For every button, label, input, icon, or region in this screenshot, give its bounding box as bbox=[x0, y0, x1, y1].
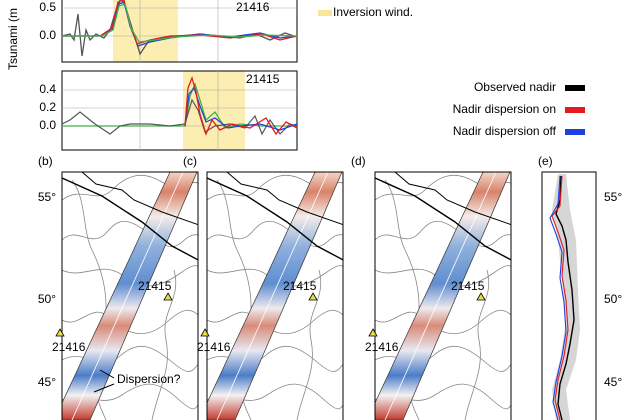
panel-label: (d) bbox=[351, 154, 366, 168]
trench bbox=[207, 177, 343, 261]
y-tick-label: 0.0 bbox=[39, 28, 56, 42]
lat-tick-label: 45° bbox=[38, 375, 56, 389]
station-marker bbox=[200, 328, 210, 337]
profile-panel bbox=[541, 171, 597, 420]
lower-panel bbox=[61, 70, 298, 151]
contour bbox=[375, 265, 511, 287]
contour bbox=[151, 269, 177, 420]
station-marker bbox=[368, 328, 378, 337]
inversion-legend: Inversion wind. bbox=[333, 5, 413, 19]
map bbox=[62, 172, 198, 420]
legend-label: Nadir dispersion on bbox=[453, 102, 556, 116]
station-marker bbox=[308, 292, 318, 301]
y-tick-label: 0.4 bbox=[39, 82, 56, 96]
contour bbox=[207, 220, 343, 247]
trench bbox=[62, 177, 198, 261]
station-label: 21416 bbox=[365, 340, 399, 354]
legend-label: Nadir dispersion off bbox=[453, 124, 557, 138]
contour bbox=[207, 309, 343, 335]
y-tick-label: 0.2 bbox=[39, 100, 56, 114]
lat-tick-label: 55° bbox=[38, 190, 56, 204]
trench bbox=[375, 177, 511, 261]
arrow bbox=[93, 383, 115, 393]
station-marker bbox=[476, 292, 486, 301]
map-frame bbox=[374, 171, 512, 420]
station-label: 21416 bbox=[236, 0, 270, 14]
swath bbox=[207, 172, 343, 420]
annotation: Dispersion? bbox=[117, 372, 181, 386]
station-label: 21416 bbox=[52, 340, 86, 354]
arrow bbox=[99, 369, 115, 379]
station-label: 21415 bbox=[451, 279, 485, 293]
contour bbox=[62, 265, 198, 287]
lat-tick-label: 45° bbox=[604, 375, 622, 389]
lat-tick-label: 50° bbox=[604, 292, 622, 306]
map-frame bbox=[206, 171, 344, 420]
swath bbox=[375, 172, 511, 420]
station-label: 21415 bbox=[138, 279, 172, 293]
legend-swatch bbox=[565, 107, 585, 113]
coast bbox=[226, 172, 343, 226]
swath bbox=[62, 172, 198, 420]
y-tick-label: 0.0 bbox=[39, 118, 56, 132]
inversion-swatch bbox=[318, 10, 332, 16]
map-frame bbox=[61, 171, 199, 420]
map bbox=[375, 172, 511, 420]
lat-tick-label: 55° bbox=[604, 190, 622, 204]
station-marker bbox=[55, 328, 65, 337]
upper-panel bbox=[61, 0, 298, 63]
y-axis-label: Tsunami (m bbox=[6, 8, 20, 70]
legend-swatch bbox=[565, 129, 585, 135]
coast bbox=[394, 172, 511, 226]
station-marker bbox=[163, 292, 173, 301]
contour bbox=[464, 269, 490, 420]
legend-swatch bbox=[565, 85, 585, 91]
contour bbox=[296, 269, 322, 420]
contour bbox=[62, 309, 198, 335]
station-label: 21416 bbox=[197, 340, 231, 354]
lat-tick-label: 50° bbox=[38, 292, 56, 306]
contour bbox=[375, 309, 511, 335]
contour bbox=[62, 220, 198, 247]
panel-label: (e) bbox=[538, 154, 553, 168]
contour bbox=[375, 220, 511, 247]
panel-label: (b) bbox=[38, 154, 53, 168]
coast bbox=[81, 172, 198, 226]
panel-label: (c) bbox=[183, 154, 197, 168]
station-label: 21415 bbox=[283, 279, 317, 293]
map bbox=[207, 172, 343, 420]
contour bbox=[207, 265, 343, 287]
y-tick-label: 0.5 bbox=[39, 0, 56, 14]
legend-label: Observed nadir bbox=[474, 80, 556, 94]
station-label: 21415 bbox=[246, 72, 280, 86]
